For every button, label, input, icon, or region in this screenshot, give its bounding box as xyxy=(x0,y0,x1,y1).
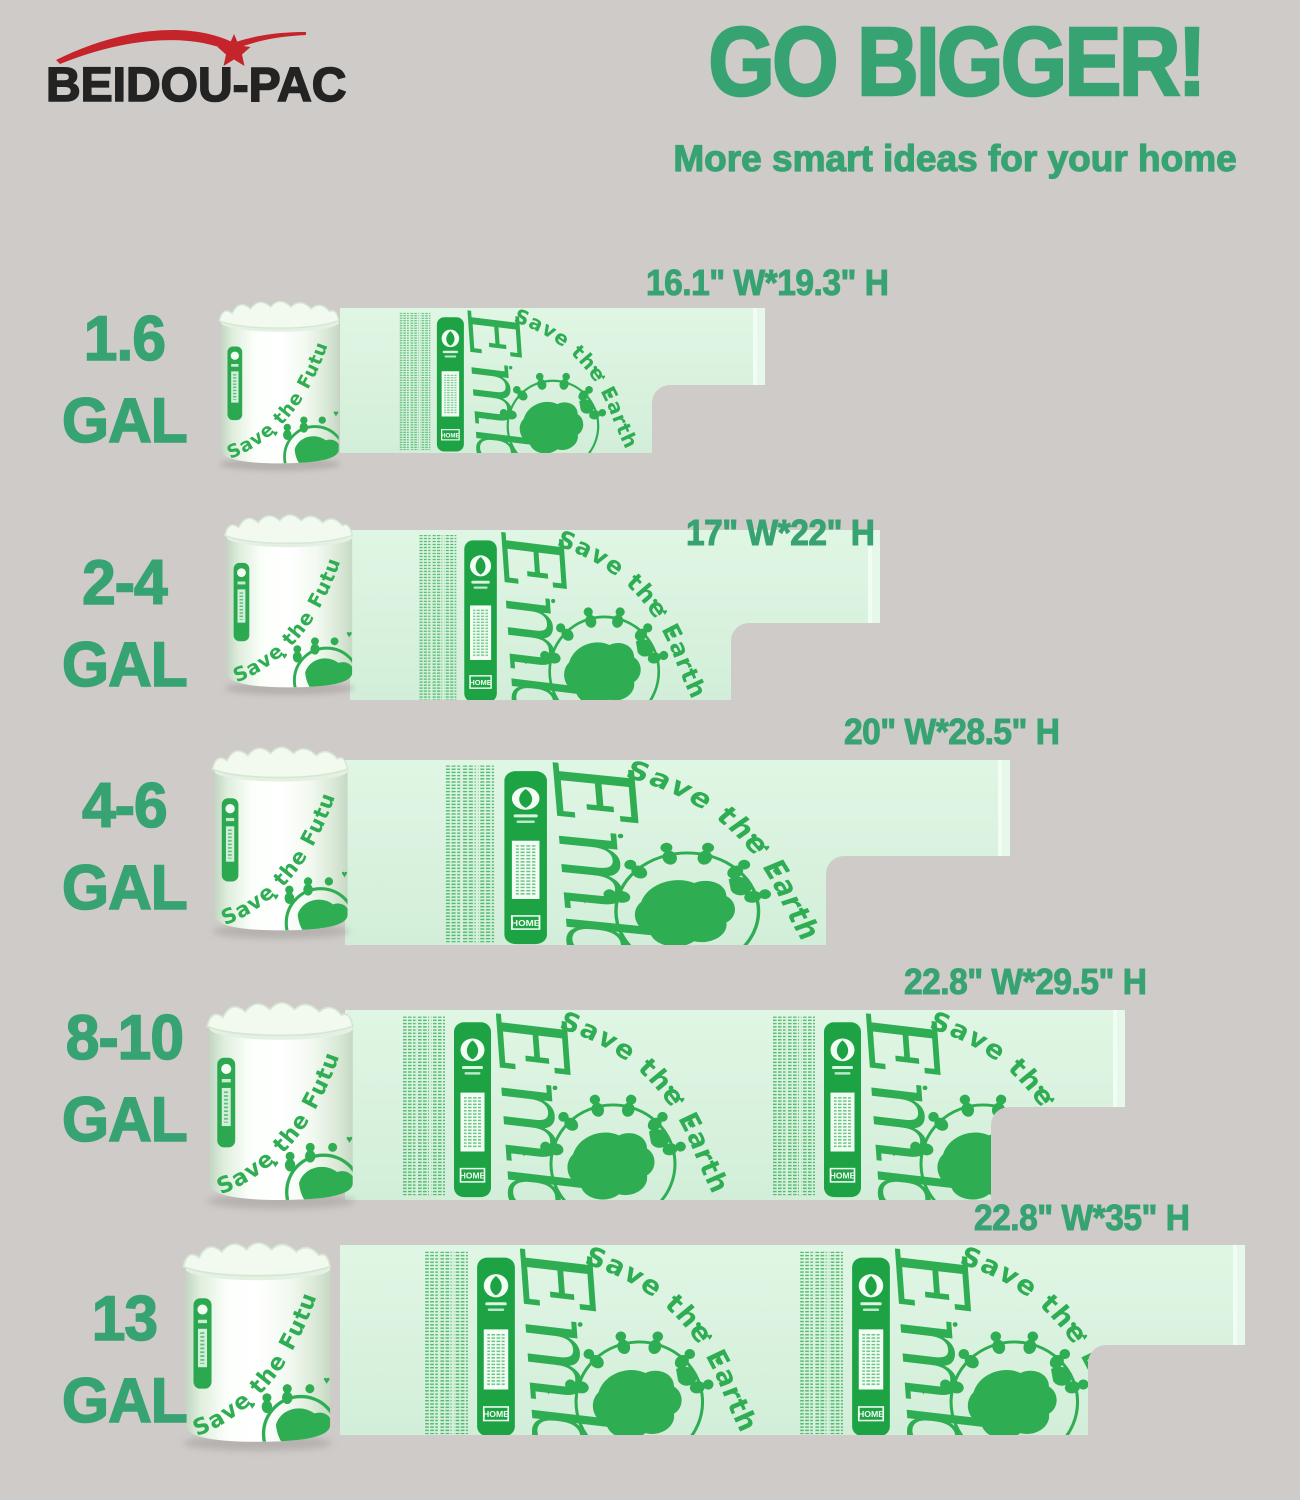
dimension-label-3: 20" W*28.5" H xyxy=(844,711,1061,753)
bag-perforation-line-5 xyxy=(1233,1245,1237,1345)
dimension-label-5: 22.8" W*35" H xyxy=(974,1197,1191,1239)
flat-bag-5 xyxy=(340,1245,1245,1435)
bag-row-4 xyxy=(188,975,1125,1276)
size-label-1-line2: GAL xyxy=(61,385,188,457)
dimension-label-4: 22.8" W*29.5" H xyxy=(904,961,1148,1003)
bag-row-3 xyxy=(194,721,1010,1022)
size-label-4: 8-10 GAL xyxy=(38,997,211,1161)
bag-perforation-line-3 xyxy=(998,760,1002,856)
brand-logo-text: BEIDOU-PAC xyxy=(45,58,347,113)
size-label-4-line1: 8-10 xyxy=(65,1002,185,1074)
brand-logo: BEIDOU-PAC xyxy=(40,22,430,142)
dimension-label-1: 16.1" W*19.3" H xyxy=(646,262,890,304)
dimension-label-2: 17" W*22" H xyxy=(686,512,876,554)
bag-row-1 xyxy=(203,279,765,512)
size-label-3: 4-6 GAL xyxy=(38,765,211,929)
bag-perforation-line-1 xyxy=(753,308,757,385)
size-label-3-line1: 4-6 xyxy=(81,770,168,842)
page-subtitle: More smart ideas for your home xyxy=(673,137,1238,179)
size-label-1-line1: 1.6 xyxy=(83,303,167,375)
size-label-2-line2: GAL xyxy=(61,629,188,701)
size-label-3-line2: GAL xyxy=(61,852,188,924)
bag-perforation-line-4 xyxy=(1113,1010,1117,1107)
size-label-5-line2: GAL xyxy=(61,1365,188,1437)
size-label-5: 13 GAL xyxy=(38,1278,211,1442)
bag-row-2 xyxy=(208,490,880,775)
size-label-1: 1.6 GAL xyxy=(38,298,211,462)
bag-row-5 xyxy=(164,1215,1245,1500)
bag-perforation-line-2 xyxy=(868,530,872,623)
size-label-4-line2: GAL xyxy=(61,1084,188,1156)
logo-swoosh-icon xyxy=(56,30,306,66)
logo-star-icon xyxy=(217,34,251,66)
page-title: GO BIGGER! xyxy=(707,6,1207,118)
size-label-2: 2-4 GAL xyxy=(38,542,211,706)
size-label-2-line1: 2-4 xyxy=(81,547,168,619)
size-label-5-line1: 13 xyxy=(91,1283,159,1355)
